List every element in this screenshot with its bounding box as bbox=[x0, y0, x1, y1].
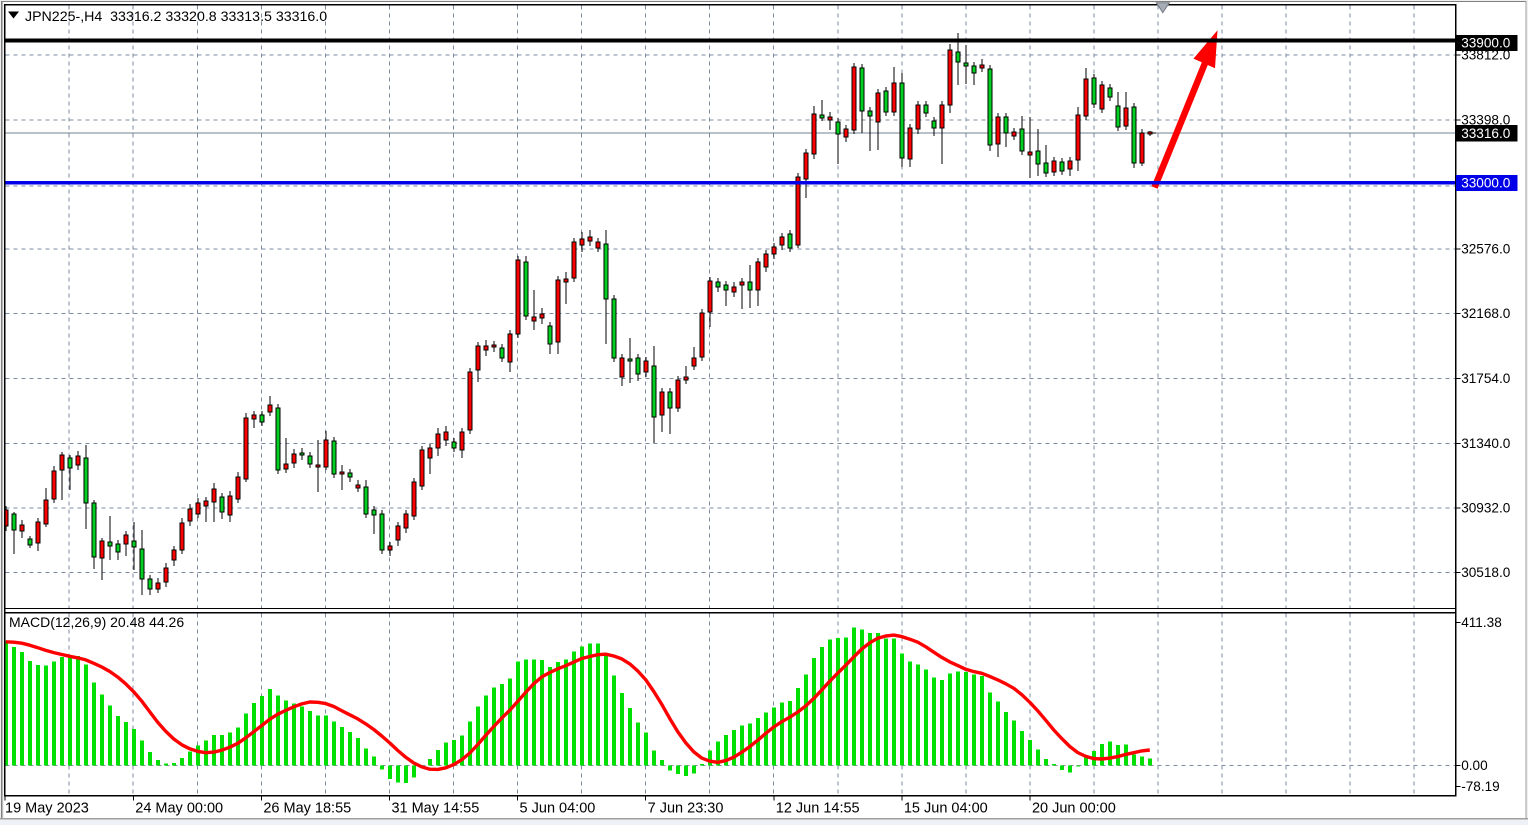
svg-text:0.00: 0.00 bbox=[1461, 758, 1488, 773]
svg-text:24 May 00:00: 24 May 00:00 bbox=[135, 801, 223, 817]
svg-text:15 Jun 04:00: 15 Jun 04:00 bbox=[904, 801, 988, 817]
svg-text:MACD(12,26,9) 20.48 44.26: MACD(12,26,9) 20.48 44.26 bbox=[9, 614, 184, 630]
svg-text:31754.0: 31754.0 bbox=[1461, 371, 1511, 386]
svg-text:33900.0: 33900.0 bbox=[1461, 36, 1511, 51]
svg-text:33000.0: 33000.0 bbox=[1461, 176, 1511, 191]
svg-text:-78.19: -78.19 bbox=[1461, 779, 1500, 794]
svg-text:411.38: 411.38 bbox=[1461, 615, 1502, 630]
svg-text:7 Jun 23:30: 7 Jun 23:30 bbox=[648, 801, 724, 817]
svg-text:30518.0: 30518.0 bbox=[1461, 565, 1511, 580]
svg-text:5 Jun 04:00: 5 Jun 04:00 bbox=[520, 801, 596, 817]
svg-text:32576.0: 32576.0 bbox=[1461, 242, 1511, 257]
svg-text:33398.0: 33398.0 bbox=[1461, 113, 1511, 128]
svg-text:33316.0: 33316.0 bbox=[1461, 126, 1511, 141]
svg-text:19 May 2023: 19 May 2023 bbox=[5, 801, 89, 817]
svg-text:32168.0: 32168.0 bbox=[1461, 306, 1511, 321]
svg-text:JPN225-,H4 33316.2 33320.8 33: JPN225-,H4 33316.2 33320.8 33313.5 33316… bbox=[25, 9, 327, 25]
svg-text:33812.0: 33812.0 bbox=[1461, 48, 1511, 63]
svg-text:26 May 18:55: 26 May 18:55 bbox=[263, 801, 351, 817]
svg-text:31340.0: 31340.0 bbox=[1461, 436, 1511, 451]
svg-text:31 May 14:55: 31 May 14:55 bbox=[391, 801, 479, 817]
svg-text:20 Jun 00:00: 20 Jun 00:00 bbox=[1032, 801, 1116, 817]
svg-text:30932.0: 30932.0 bbox=[1461, 501, 1511, 516]
svg-text:12 Jun 14:55: 12 Jun 14:55 bbox=[776, 801, 860, 817]
